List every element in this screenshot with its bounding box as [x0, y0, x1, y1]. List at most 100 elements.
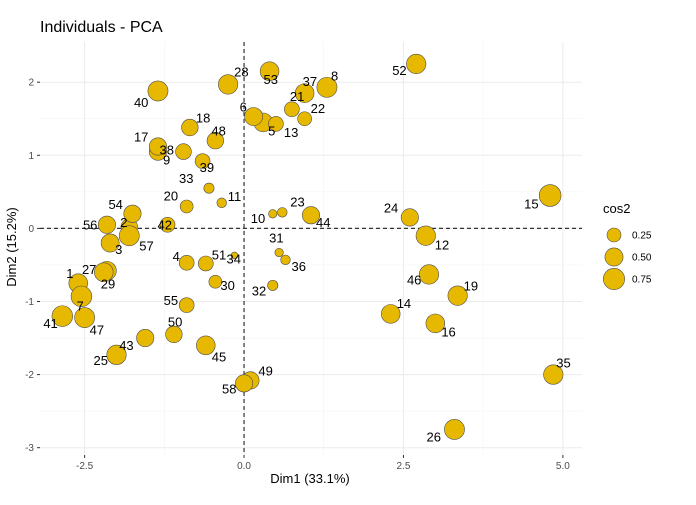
point-label: 20 [164, 188, 178, 203]
legend-label: 0.75 [632, 275, 652, 286]
data-point [51, 305, 73, 327]
data-point [235, 374, 254, 393]
data-point [178, 254, 195, 271]
legend-label: 0.25 [632, 231, 652, 242]
point-label: 56 [83, 218, 97, 233]
data-point [165, 325, 183, 344]
legend-key [603, 268, 625, 290]
point-label: 39 [200, 160, 214, 175]
y-tick-label: 1 [28, 151, 34, 162]
point-label: 50 [168, 314, 182, 329]
data-point [136, 329, 155, 348]
legend-key [604, 247, 624, 267]
point-label: 38 [159, 143, 173, 158]
y-tick-label: 2 [28, 78, 34, 89]
data-point [178, 297, 195, 313]
data-point [280, 254, 291, 265]
point-label: 29 [101, 276, 115, 291]
data-point [123, 204, 142, 223]
point-label: 33 [179, 171, 193, 186]
x-axis-title: Dim1 (33.1%) [270, 471, 349, 486]
data-point [259, 61, 280, 81]
data-point [216, 197, 227, 208]
data-point [268, 209, 278, 219]
y-tick-label: -1 [25, 297, 34, 308]
data-point [543, 364, 564, 385]
data-point [316, 76, 338, 98]
point-label: 9 [163, 153, 170, 168]
chart-title: Individuals - PCA [40, 19, 163, 36]
point-label: 28 [234, 64, 248, 79]
data-point [444, 419, 465, 440]
data-point [274, 247, 284, 258]
point-label: 46 [407, 272, 421, 287]
point-label: 34 [226, 251, 240, 266]
point-label: 32 [252, 283, 266, 298]
point-label: 23 [290, 194, 304, 209]
point-label: 14 [397, 296, 411, 311]
point-label: 10 [251, 211, 265, 226]
y-axis: -3 -2 -1 0 1 2 [25, 78, 40, 454]
point-label: 17 [134, 130, 148, 145]
point-label: 27 [82, 262, 96, 277]
data-point [538, 184, 562, 207]
point-label: 22 [311, 101, 325, 116]
point-label: 58 [222, 381, 236, 396]
point-label: 18 [196, 111, 210, 126]
data-point [198, 255, 214, 272]
y-axis-title: Dim2 (15.2%) [4, 207, 19, 286]
x-axis: -2.5 0.0 2.5 5.0 [76, 455, 570, 472]
point-label: 6 [240, 100, 247, 115]
y-tick-label: 0 [28, 224, 34, 235]
point-label: 2 [120, 215, 127, 230]
point-label: 12 [435, 238, 449, 253]
x-tick-label: 5.0 [556, 461, 570, 472]
data-point [284, 101, 300, 118]
data-point [70, 285, 93, 308]
data-point [400, 208, 419, 227]
data-point [206, 132, 224, 150]
data-point [406, 53, 427, 74]
point-label: 8 [331, 68, 338, 83]
point-label: 11 [228, 189, 242, 204]
data-point [196, 335, 216, 356]
point-label: 25 [94, 353, 108, 368]
point-label: 37 [303, 74, 317, 89]
point-label: 49 [258, 363, 272, 378]
point-label: 30 [220, 278, 234, 293]
point-label: 1 [66, 266, 73, 281]
point-label: 44 [316, 215, 330, 230]
x-tick-label: 2.5 [397, 461, 411, 472]
point-label: 57 [139, 239, 153, 254]
point-label: 54 [108, 197, 122, 212]
point-label: 45 [212, 349, 226, 364]
point-label: 26 [426, 429, 440, 444]
point-label: 13 [284, 125, 298, 140]
point-label: 15 [524, 197, 538, 212]
point-label: 7 [76, 298, 83, 313]
point-label: 35 [556, 356, 570, 371]
grid [40, 42, 582, 455]
point-label: 24 [384, 200, 398, 215]
legend-title: cos2 [603, 201, 630, 216]
x-tick-label: -2.5 [76, 461, 94, 472]
data-point [97, 215, 116, 234]
data-point [230, 251, 239, 260]
point-label: 53 [264, 72, 278, 87]
point-label: 5 [268, 123, 275, 138]
data-point [100, 233, 120, 253]
point-label: 3 [115, 242, 122, 257]
data-point [203, 182, 215, 194]
data-point [418, 264, 440, 285]
point-label: 51 [212, 247, 226, 262]
data-point [425, 313, 446, 334]
point-label: 41 [43, 316, 57, 331]
data-point [147, 80, 169, 102]
data-point [179, 199, 194, 214]
point-label: 40 [134, 95, 148, 110]
data-point [268, 116, 284, 132]
point-label: 21 [290, 89, 304, 104]
data-point [148, 137, 167, 156]
data-point [267, 279, 279, 291]
